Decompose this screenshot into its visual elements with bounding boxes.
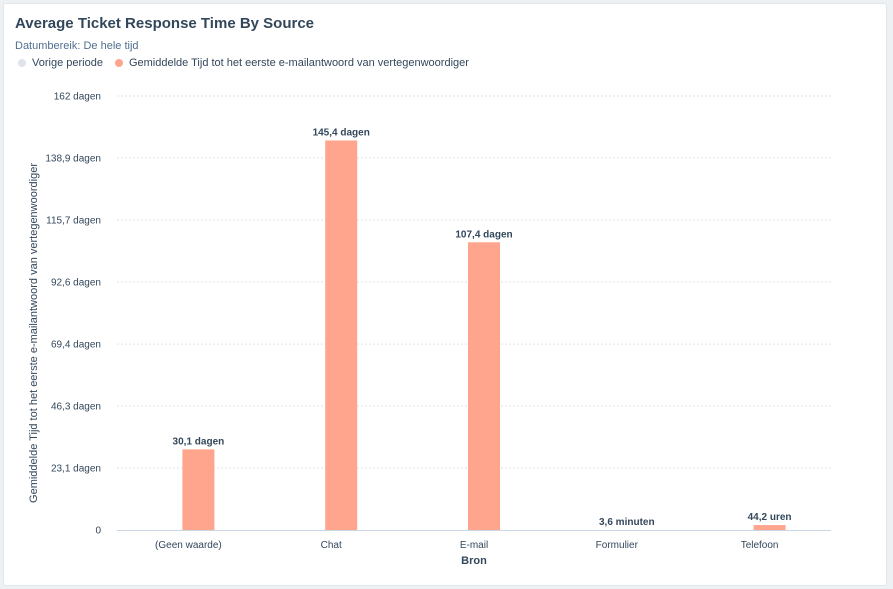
y-tick-label: 162 dagen [54,92,101,103]
y-axis-title: Gemiddelde Tijd tot het eerste e-mailant… [28,163,40,503]
y-axis-ticks: 0 23,1 dagen 46,3 dagen 69,4 dagen 92,6 dage… [45,92,101,537]
y-tick-label: 0 [95,526,101,537]
y-tick-label: 138,9 dagen [45,153,101,164]
bar-data-label: 107,4 dagen [455,229,512,240]
data-labels: 30,1 dagen 145,4 dagen 107,4 dagen 3,6 minu… [173,127,792,528]
bar[interactable] [182,449,215,530]
report-card: Average Ticket Response Time By Source D… [3,3,887,586]
bar-data-label: 145,4 dagen [313,127,370,138]
date-range-label: Datumbereik: De hele tijd [15,40,139,52]
y-tick-label: 46,3 dagen [51,401,101,412]
x-tick-label: Formulier [596,540,639,551]
report-title: Average Ticket Response Time By Source [15,15,315,32]
legend-item-previous-period[interactable]: Vorige periode [18,57,103,69]
bar[interactable] [468,242,500,530]
bar-data-label: 30,1 dagen [173,436,225,447]
y-tick-label: 69,4 dagen [51,340,101,351]
x-tick-label: Telefoon [741,540,779,551]
bar[interactable] [753,525,786,530]
bar-data-label: 44,2 uren [748,512,792,523]
bar-data-label: 3,6 minuten [599,517,655,528]
chart-legend: Vorige periode Gemiddelde Tijd tot het e… [18,57,469,69]
x-axis-ticks: (Geen waarde) Chat E-mail Formulier Telefoon [155,540,778,551]
legend-label: Vorige periode [32,57,103,69]
x-tick-label: Chat [321,540,342,551]
x-tick-label: (Geen waarde) [155,540,222,551]
legend-dot-icon [18,59,26,67]
x-tick-label: E-mail [460,540,488,551]
x-axis-title: Bron [461,555,487,567]
y-tick-label: 115,7 dagen [46,216,101,227]
legend-label: Gemiddelde Tijd tot het eerste e-mailant… [128,57,469,69]
legend-dot-icon [114,59,123,67]
bar[interactable] [325,140,358,530]
y-tick-label: 92,6 dagen [51,277,101,288]
legend-item-current-series[interactable]: Gemiddelde Tijd tot het eerste e-mailant… [114,57,469,69]
bars [182,140,786,530]
y-tick-label: 23,1 dagen [51,464,101,475]
